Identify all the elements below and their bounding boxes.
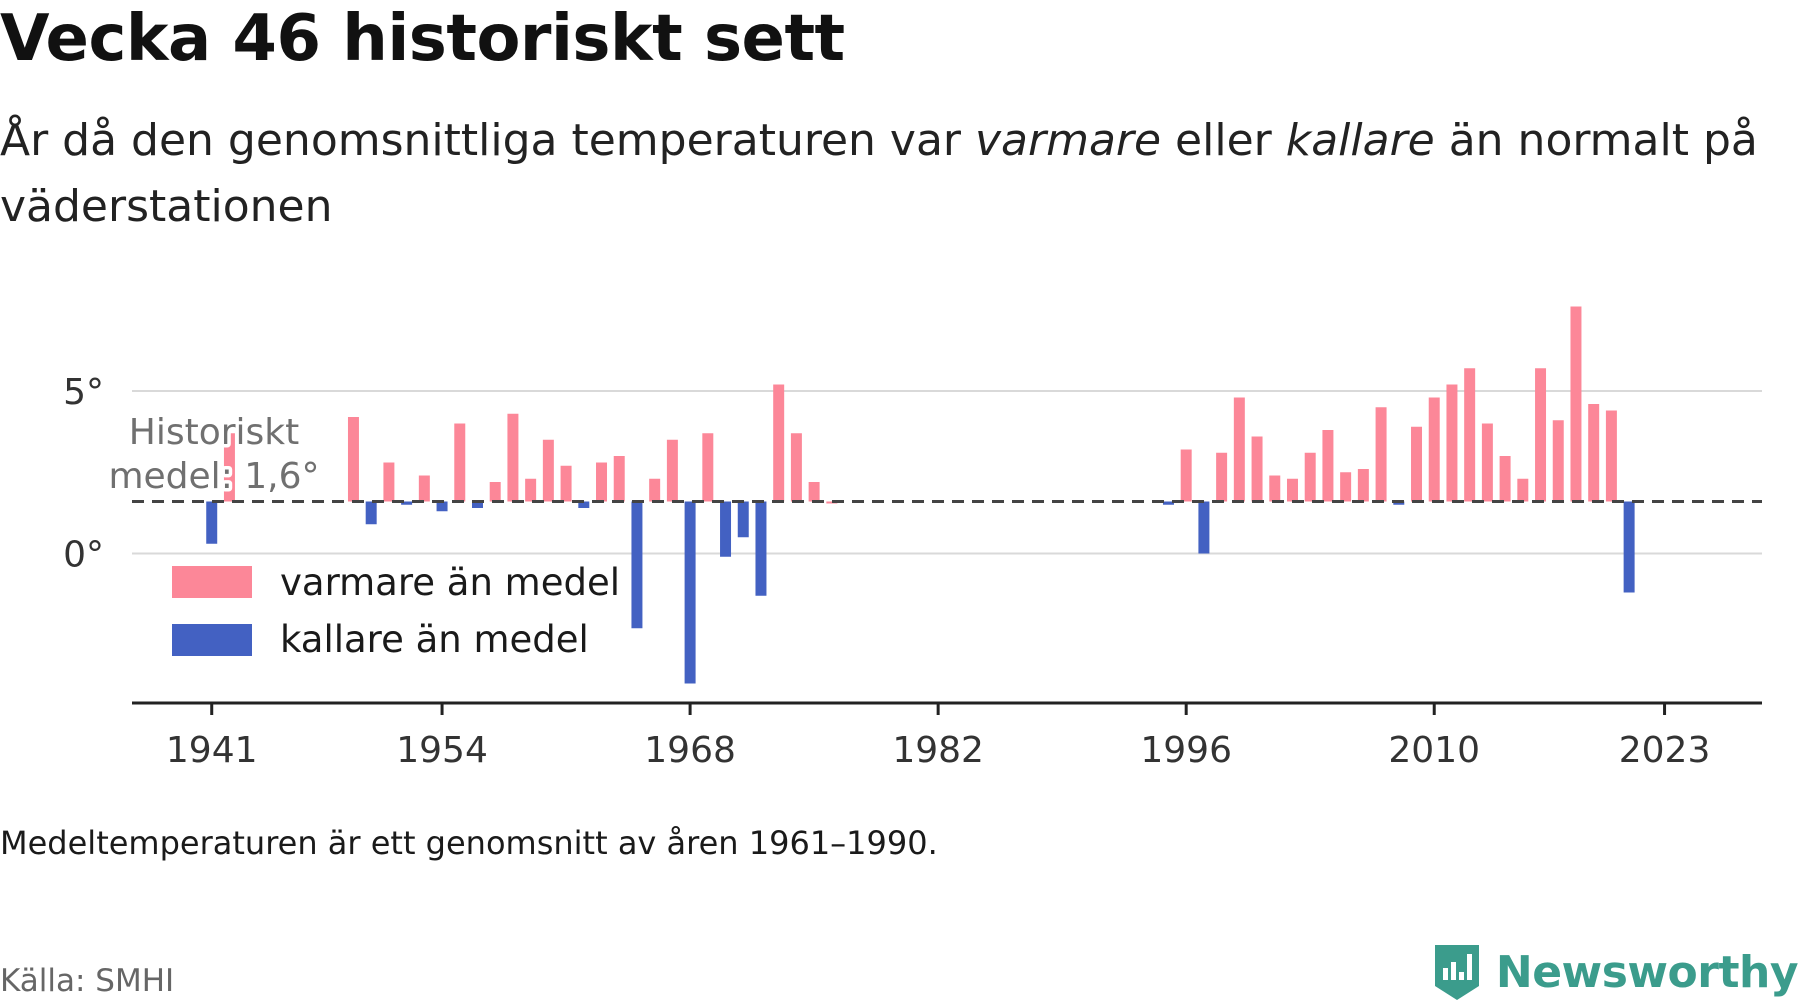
x-tick-label: 1982	[892, 730, 984, 771]
bar-1952	[401, 501, 413, 505]
chart-subtitle: År då den genomsnittliga temperaturen va…	[0, 108, 1760, 240]
bar-1949	[347, 417, 359, 502]
bar-2018	[1570, 306, 1582, 502]
bar-2017	[1552, 420, 1564, 502]
newsworthy-logo: Newsworthy	[1432, 940, 1799, 1004]
bar-1998	[1216, 452, 1228, 502]
bar-2002	[1286, 478, 1298, 502]
bar-1976	[826, 501, 838, 504]
subtitle-text-3: än normalt på väderstationen	[0, 115, 1758, 232]
x-tick-label: 1954	[396, 730, 488, 771]
y-tick-label: 0°	[63, 535, 104, 576]
bar-1951	[383, 462, 395, 502]
bar-1953	[418, 475, 430, 502]
legend-warm-label: varmare än medel	[280, 561, 620, 604]
bar-1961	[560, 465, 572, 502]
bar-1973	[773, 384, 785, 502]
bar-1956	[471, 501, 483, 508]
bar-1957	[489, 482, 501, 502]
bar-1962	[578, 501, 590, 508]
bar-1969	[702, 433, 714, 502]
bar-2021	[1623, 501, 1635, 593]
x-axis-ticks: 1941 1954 1968 1982 1996 2010 2023	[166, 703, 1710, 771]
bar-1950	[365, 501, 377, 525]
bar-1997	[1198, 501, 1210, 554]
bar-2000	[1251, 436, 1263, 502]
mean-label-line1: Historiskt	[129, 412, 300, 453]
footnote: Medeltemperaturen är ett genomsnitt av å…	[0, 824, 938, 862]
bar-1958	[507, 413, 519, 502]
bar-2011	[1446, 384, 1458, 502]
subtitle-cold-word: kallare	[1285, 115, 1435, 166]
bar-1964	[613, 456, 625, 502]
bar-1999	[1233, 397, 1245, 502]
bar-1967	[666, 439, 678, 502]
x-tick-label: 2023	[1619, 730, 1711, 771]
bar-1971	[737, 501, 749, 538]
legend-warm-swatch	[172, 566, 252, 598]
bar-2013	[1481, 423, 1493, 502]
bar-2010	[1428, 397, 1440, 502]
mean-label-line2: medel: 1,6°	[108, 456, 319, 497]
bar-2003	[1304, 452, 1316, 502]
bar-1972	[755, 501, 767, 596]
bar-1942	[223, 433, 235, 502]
legend-cold-swatch	[172, 624, 252, 656]
subtitle-warm-word: varmare	[974, 115, 1162, 166]
bar-1995	[1162, 501, 1174, 505]
bar-1963	[596, 462, 608, 502]
bar-2009	[1411, 426, 1423, 502]
x-tick-label: 1941	[166, 730, 258, 771]
bar-1960	[542, 439, 554, 502]
x-tick-label: 1996	[1140, 730, 1232, 771]
y-tick-label: 5°	[63, 372, 104, 413]
x-tick-label: 1968	[644, 730, 736, 771]
bar-2019	[1588, 404, 1600, 502]
bar-1966	[649, 478, 661, 502]
y-tick-labels: 0° 5°	[63, 372, 104, 576]
bar-1955	[454, 423, 466, 502]
bar-1996	[1180, 449, 1192, 502]
bar-2020	[1605, 410, 1617, 502]
subtitle-text-1: År då den genomsnittliga temperaturen va…	[0, 115, 975, 166]
newsworthy-logo-icon	[1434, 945, 1479, 1000]
bar-2016	[1535, 368, 1547, 502]
bar-2015	[1517, 478, 1529, 502]
bar-1959	[525, 478, 537, 502]
bar-1975	[808, 482, 820, 502]
bar-1974	[790, 433, 802, 502]
chart-title: Vecka 46 historiskt sett	[0, 2, 845, 76]
bar-2006	[1357, 469, 1369, 502]
bar-1970	[720, 501, 732, 557]
source-credit: Källa: SMHI	[0, 963, 175, 999]
bars	[206, 306, 1635, 684]
bar-1954	[436, 501, 448, 512]
mean-label: Historiskt medel: 1,6°	[105, 409, 323, 501]
temperature-bar-chart: 0° 5° Historiskt medel: 1,6° varmare än m…	[63, 306, 1762, 771]
bar-2004	[1322, 430, 1334, 502]
bar-1968	[684, 501, 696, 684]
bar-2008	[1393, 501, 1405, 505]
bar-2007	[1375, 407, 1387, 502]
legend: varmare än medel kallare än medel	[172, 561, 620, 661]
bar-2001	[1269, 475, 1281, 502]
x-tick-label: 2010	[1388, 730, 1480, 771]
newsworthy-wordmark: Newsworthy	[1495, 946, 1799, 998]
bar-2012	[1464, 368, 1476, 502]
bar-2014	[1499, 456, 1511, 502]
bar-2005	[1340, 472, 1352, 502]
legend-cold-label: kallare än medel	[280, 618, 589, 661]
subtitle-text-2: eller	[1161, 115, 1286, 166]
bar-1941	[206, 501, 218, 544]
bar-1965	[631, 501, 643, 629]
grid-lines	[132, 390, 1762, 555]
